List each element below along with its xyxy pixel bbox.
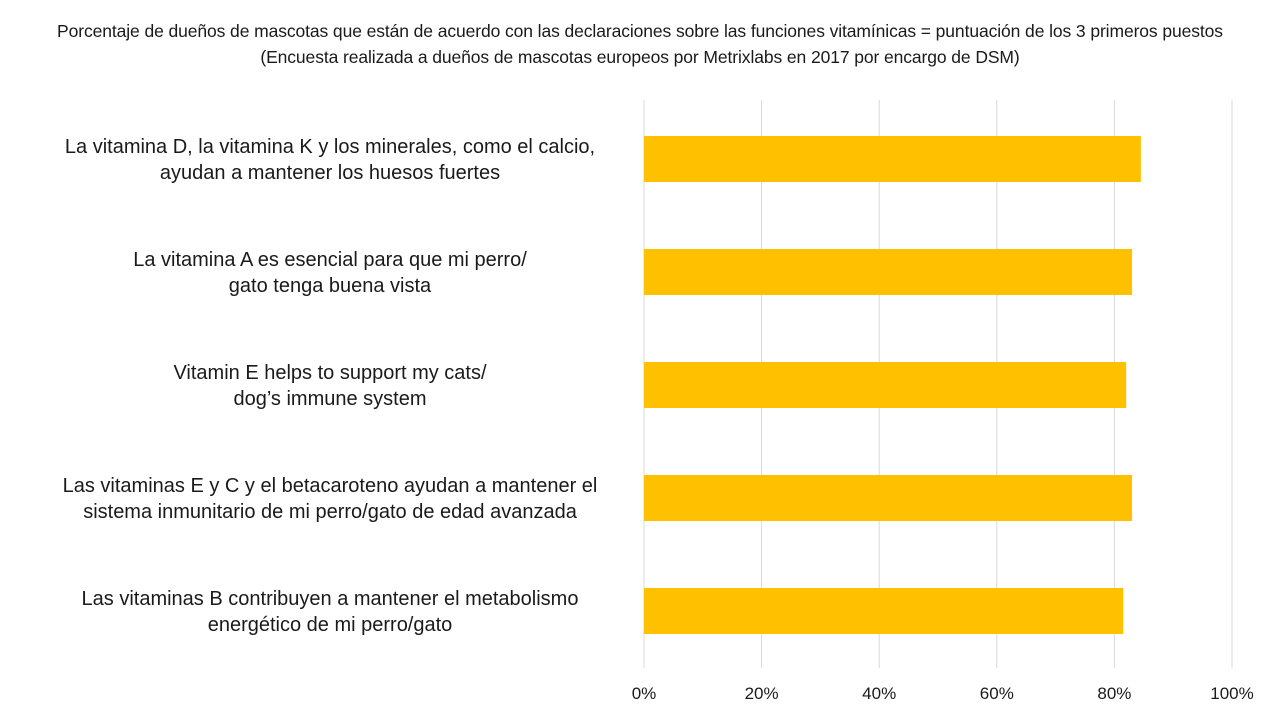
x-tick-label: 60%	[980, 684, 1014, 703]
x-tick-label: 100%	[1210, 684, 1253, 703]
category-label: La vitamina A es esencial para que mi pe…	[133, 249, 527, 297]
chart-title-block: Porcentaje de dueños de mascotas que est…	[0, 18, 1280, 70]
category-label-line: dog’s immune system	[233, 388, 426, 410]
bar	[644, 362, 1127, 408]
chart-title: Porcentaje de dueños de mascotas que est…	[57, 21, 1223, 41]
bars	[644, 136, 1141, 634]
bar	[644, 249, 1133, 295]
x-tick-label: 40%	[862, 684, 896, 703]
bar	[644, 588, 1124, 634]
chart-subtitle: (Encuesta realizada a dueños de mascotas…	[260, 47, 1020, 67]
category-label-line: Las vitaminas B contribuyen a mantener e…	[82, 588, 579, 610]
category-label: La vitamina D, la vitamina K y los miner…	[65, 136, 595, 184]
x-tick-label: 80%	[1097, 684, 1131, 703]
category-label-line: gato tenga buena vista	[229, 275, 432, 297]
category-labels: La vitamina D, la vitamina K y los miner…	[63, 136, 598, 636]
bar	[644, 475, 1133, 521]
category-label-line: ayudan a mantener los huesos fuertes	[160, 162, 500, 184]
category-label: Las vitaminas B contribuyen a mantener e…	[82, 588, 579, 636]
x-axis-tick-labels: 0% 20% 40% 60% 80% 100%	[632, 684, 1254, 703]
category-label-line: La vitamina A es esencial para que mi pe…	[133, 249, 527, 271]
category-label: Las vitaminas E y C y el betacaroteno ay…	[63, 475, 598, 523]
category-label-line: Las vitaminas E y C y el betacaroteno ay…	[63, 475, 598, 497]
x-tick-label: 0%	[632, 684, 657, 703]
category-label: Vitamin E helps to support my cats/dog’s…	[173, 362, 487, 410]
category-label-line: Vitamin E helps to support my cats/	[173, 362, 487, 384]
category-label-line: La vitamina D, la vitamina K y los miner…	[65, 136, 595, 158]
bar	[644, 136, 1141, 182]
x-tick-label: 20%	[745, 684, 779, 703]
category-label-line: sistema inmunitario de mi perro/gato de …	[83, 501, 578, 523]
category-label-line: energético de mi perro/gato	[208, 614, 453, 636]
